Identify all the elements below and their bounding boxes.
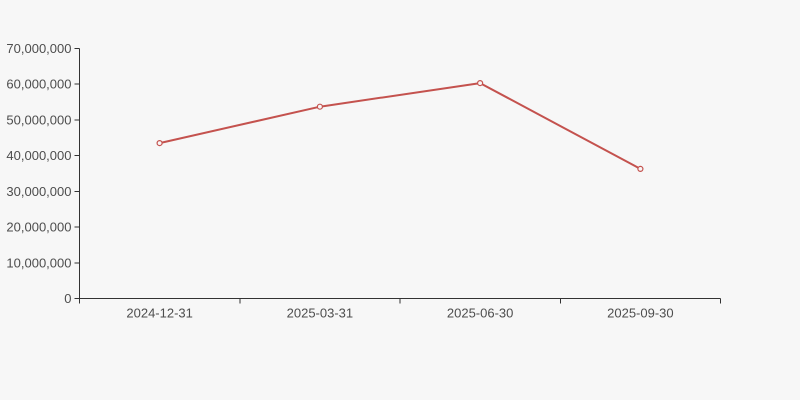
data-point-marker <box>316 103 323 110</box>
y-axis-tick-label: 70,000,000 <box>6 41 71 56</box>
y-axis-tick-label: 40,000,000 <box>6 148 71 163</box>
series-line <box>158 82 642 170</box>
data-point-marker <box>637 165 644 172</box>
data-point-marker <box>156 140 163 147</box>
y-axis-tick-label: 10,000,000 <box>6 255 71 270</box>
y-axis-tick-label: 60,000,000 <box>6 77 71 92</box>
y-axis-tick-label: 50,000,000 <box>6 112 71 127</box>
data-point-marker <box>477 79 484 87</box>
y-axis-tick-label: 20,000,000 <box>6 220 71 235</box>
y-axis-tick-label: 0 <box>64 291 71 306</box>
x-axis-tick-label: 2025-03-31 <box>287 306 354 321</box>
x-axis-tick-label: 2025-06-30 <box>447 306 514 321</box>
x-axis-tick-label: 2024-12-31 <box>126 306 193 321</box>
y-axis-tick-label: 30,000,000 <box>6 184 71 199</box>
x-axis-tick-label: 2025-09-30 <box>607 306 674 321</box>
